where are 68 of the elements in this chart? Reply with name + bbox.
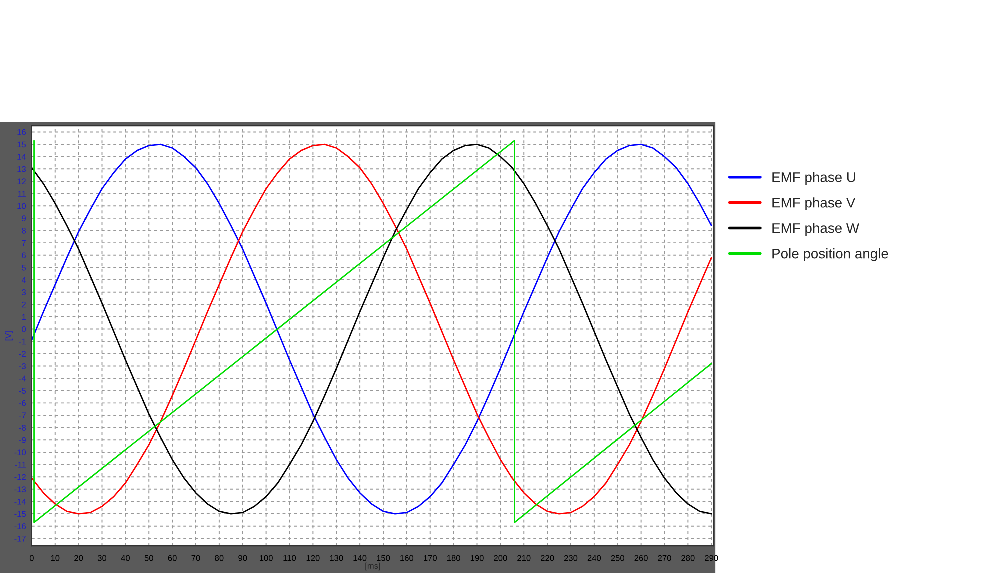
y-tick-label: 1 — [22, 314, 26, 320]
x-tick-label: 10 — [51, 555, 60, 562]
legend-label: EMF phase V — [772, 198, 856, 211]
x-tick-label: 160 — [400, 555, 414, 562]
x-tick-label: 170 — [424, 555, 437, 562]
y-tick-label: 9 — [22, 216, 26, 222]
x-tick-label: 250 — [611, 555, 624, 562]
y-tick-label: 6 — [22, 252, 26, 258]
x-tick-label: 0 — [30, 555, 34, 562]
x-tick-label: 40 — [121, 555, 130, 562]
x-tick-label: 200 — [494, 555, 508, 562]
x-tick-label: 240 — [588, 555, 602, 562]
y-tick-label: -1 — [19, 338, 26, 345]
y-tick-label: 13 — [18, 166, 26, 172]
y-tick-label: 16 — [18, 129, 26, 136]
y-tick-label: -16 — [14, 524, 26, 530]
x-tick-label: 260 — [634, 555, 648, 562]
y-tick-label: 8 — [22, 228, 26, 234]
y-tick-label: 15 — [18, 142, 26, 148]
x-tick-label: 210 — [518, 555, 531, 562]
y-tick-label: -4 — [19, 376, 26, 382]
x-tick-label: 270 — [658, 555, 672, 562]
x-tick-label: 230 — [564, 555, 578, 562]
x-tick-label: 220 — [541, 555, 554, 562]
y-tick-label: -2 — [19, 351, 26, 357]
x-tick-label: 80 — [215, 555, 224, 562]
legend-label: EMF phase W — [772, 223, 860, 236]
x-tick-label: 100 — [260, 555, 273, 562]
x-tick-label: 60 — [168, 555, 177, 562]
y-tick-label: -3 — [19, 363, 26, 370]
y-tick-label: 3 — [22, 290, 26, 296]
x-tick-label: 110 — [284, 555, 296, 562]
y-tick-label: 5 — [22, 264, 26, 271]
y-tick-label: -5 — [19, 388, 26, 394]
y-tick-label: 12 — [18, 178, 26, 185]
y-tick-label: -15 — [14, 511, 26, 518]
x-tick-label: 20 — [74, 555, 84, 562]
y-tick-label: -13 — [14, 486, 26, 493]
x-tick-label: 150 — [377, 555, 390, 562]
y-tick-label: -10 — [14, 450, 26, 456]
x-tick-label: 120 — [306, 555, 320, 562]
y-tick-label: 7 — [22, 240, 26, 246]
y-axis-title: [V] — [5, 332, 13, 341]
x-tick-label: 280 — [682, 555, 695, 562]
y-tick-label: 10 — [18, 203, 26, 210]
x-tick-label: 190 — [470, 555, 484, 562]
x-tick-label: 180 — [447, 555, 460, 562]
y-tick-label: 11 — [18, 191, 26, 197]
y-tick-label: -6 — [19, 400, 26, 406]
y-tick-label: -14 — [14, 499, 26, 505]
x-tick-label: 140 — [354, 555, 367, 562]
y-tick-label: -17 — [14, 536, 26, 542]
x-tick-label: 130 — [330, 555, 344, 562]
y-tick-label: 0 — [22, 326, 26, 332]
x-tick-label: 30 — [98, 555, 107, 562]
y-tick-label: -9 — [19, 437, 26, 444]
x-tick-label: 90 — [238, 555, 248, 562]
y-tick-label: -7 — [19, 412, 26, 419]
y-tick-label: 4 — [22, 277, 26, 284]
y-tick-label: -11 — [15, 462, 26, 468]
x-tick-label: 50 — [144, 555, 154, 562]
y-tick-label: 2 — [22, 302, 26, 308]
y-tick-label: -12 — [14, 474, 26, 480]
legend-label: Pole position angle — [772, 248, 888, 262]
y-tick-label: -8 — [19, 425, 26, 431]
legend-label: EMF phase U — [772, 172, 856, 186]
x-tick-label: 70 — [192, 555, 200, 562]
y-tick-label: 14 — [18, 154, 26, 160]
